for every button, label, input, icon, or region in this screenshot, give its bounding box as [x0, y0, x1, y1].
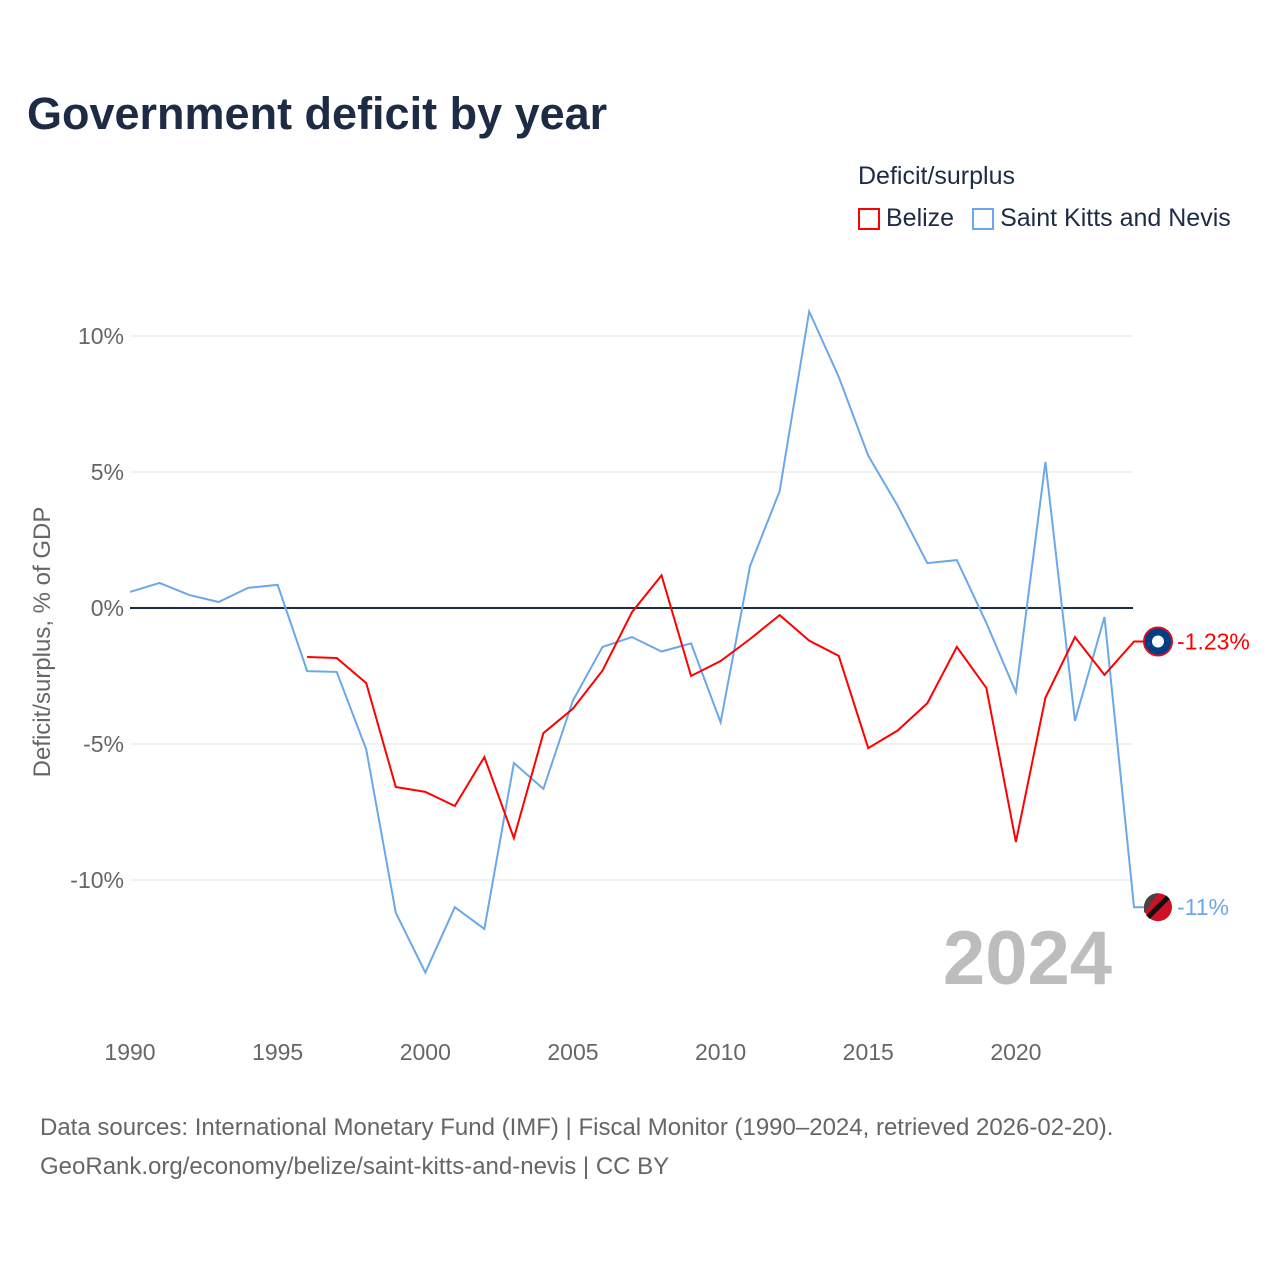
- data-point: [302, 652, 312, 662]
- data-point: [332, 667, 342, 677]
- y-tick-label: -10%: [70, 867, 124, 893]
- data-point: [155, 578, 165, 588]
- footer: Data sources: International Monetary Fun…: [40, 1108, 1113, 1186]
- data-point: [922, 558, 932, 568]
- data-point: [1040, 693, 1050, 703]
- data-point: [332, 653, 342, 663]
- data-point: [804, 636, 814, 646]
- y-axis-label: Deficit/surplus, % of GDP: [29, 507, 56, 778]
- source-text: Data sources: International Monetary Fun…: [40, 1114, 1114, 1141]
- data-point: [243, 583, 253, 593]
- series-line-belize: [307, 573, 1158, 843]
- data-point: [1099, 612, 1109, 622]
- data-point: [657, 647, 667, 657]
- x-tick-label: 2005: [547, 1039, 598, 1065]
- x-tick-label: 2010: [695, 1039, 746, 1065]
- data-point: [214, 597, 224, 607]
- data-point: [597, 666, 607, 676]
- y-tick-label: 0%: [91, 595, 124, 621]
- data-point: [745, 634, 755, 644]
- legend-label: Belize: [886, 204, 955, 232]
- data-point: [302, 666, 312, 676]
- data-point: [834, 372, 844, 382]
- data-point: [479, 752, 489, 762]
- data-point: [1040, 457, 1050, 467]
- data-point: [952, 642, 962, 652]
- data-point: [1129, 902, 1139, 912]
- data-point: [775, 610, 785, 620]
- data-point: [273, 580, 283, 590]
- data-point: [834, 651, 844, 661]
- legend-swatch: [858, 207, 880, 230]
- data-point: [952, 555, 962, 565]
- legend: Belize Saint Kitts and Nevis: [858, 204, 1241, 233]
- data-point: [509, 758, 519, 768]
- x-tick-label: 1995: [252, 1039, 303, 1065]
- data-point: [804, 307, 814, 317]
- data-point: [981, 618, 991, 628]
- data-point: [922, 698, 932, 708]
- y-tick-label: -5%: [83, 731, 124, 757]
- data-point: [745, 561, 755, 571]
- end-label: -1.23%: [1177, 628, 1250, 654]
- data-point: [1011, 837, 1021, 847]
- x-tick-label: 1990: [104, 1039, 155, 1065]
- data-point: [450, 902, 460, 912]
- chart-title: Government deficit by year: [27, 88, 608, 139]
- data-point: [391, 908, 401, 918]
- source-link[interactable]: GeoRank.org/economy/belize/saint-kitts-a…: [40, 1153, 670, 1180]
- data-point: [1070, 716, 1080, 726]
- data-point: [893, 501, 903, 511]
- data-point: [627, 607, 637, 617]
- data-point: [1011, 687, 1021, 697]
- data-point: [420, 967, 430, 977]
- data-point: [479, 924, 489, 934]
- data-point: [893, 725, 903, 735]
- end-label: -11%: [1177, 894, 1229, 920]
- flag-band: [1146, 895, 1170, 919]
- data-point: [361, 678, 371, 688]
- x-tick-label: 2020: [990, 1039, 1041, 1065]
- data-point: [981, 683, 991, 693]
- data-point: [716, 656, 726, 666]
- legend-item-saint-kitts[interactable]: Saint Kitts and Nevis: [972, 204, 1231, 233]
- data-point: [184, 590, 194, 600]
- data-point: [627, 632, 637, 642]
- data-point: [1099, 670, 1109, 680]
- data-point: [863, 451, 873, 461]
- legend-label: Saint Kitts and Nevis: [1000, 204, 1231, 232]
- flag-emblem: [1152, 635, 1164, 648]
- data-point: [775, 486, 785, 496]
- x-tick-label: 2015: [843, 1039, 894, 1065]
- data-point: [863, 743, 873, 753]
- legend-item-belize[interactable]: Belize: [858, 204, 954, 233]
- data-point: [125, 587, 135, 597]
- data-point: [686, 638, 696, 648]
- data-point: [1129, 636, 1139, 646]
- data-point: [568, 704, 578, 714]
- data-point: [686, 671, 696, 681]
- legend-title: Deficit/surplus: [858, 162, 1015, 190]
- data-point: [716, 717, 726, 727]
- data-point: [391, 782, 401, 792]
- x-tick-label: 2000: [400, 1039, 451, 1065]
- series-line-saint-kitts-and-nevis: [129, 308, 1158, 975]
- data-point: [509, 833, 519, 843]
- data-point: [538, 784, 548, 794]
- y-tick-label: 5%: [91, 459, 124, 485]
- y-tick-label: 10%: [78, 323, 124, 349]
- data-point: [420, 787, 430, 797]
- flag-part: [1144, 893, 1158, 914]
- data-point: [450, 801, 460, 811]
- data-point: [1070, 632, 1080, 642]
- data-point: [657, 570, 667, 580]
- legend-swatch: [972, 207, 995, 230]
- data-point: [538, 728, 548, 738]
- data-point: [597, 642, 607, 652]
- year-watermark: 2024: [943, 916, 1112, 1001]
- data-point: [361, 744, 371, 754]
